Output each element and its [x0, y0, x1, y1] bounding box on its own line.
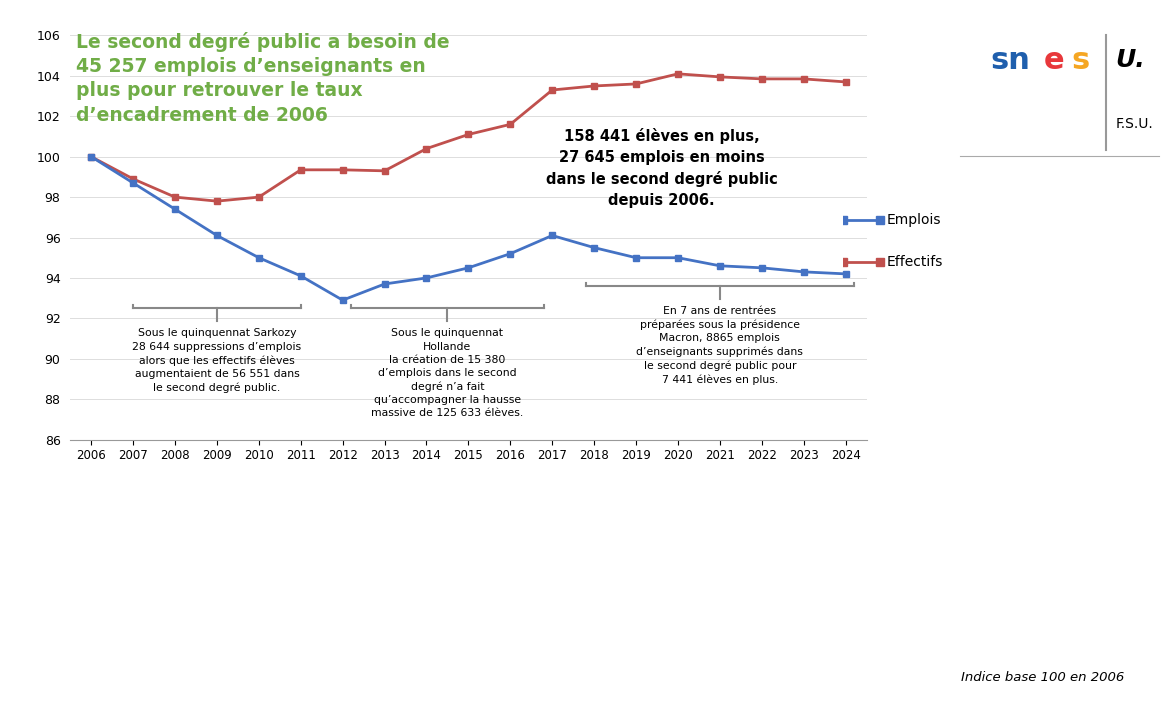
Emplois — [84, 152, 98, 161]
Text: En 7 ans de rentrées
préparées sous la présidence
Macron, 8865 emplois
d’enseign: En 7 ans de rentrées préparées sous la p… — [636, 306, 803, 385]
Effectifs — [336, 166, 350, 174]
Emplois — [713, 262, 727, 270]
Text: Emplois: Emplois — [888, 213, 941, 227]
Effectifs — [546, 86, 560, 94]
Emplois — [629, 253, 643, 262]
Text: U.: U. — [1116, 48, 1145, 72]
Emplois — [210, 231, 224, 240]
Effectifs — [126, 174, 141, 183]
Effectifs — [294, 166, 308, 174]
Effectifs — [504, 120, 518, 128]
Text: e: e — [1043, 46, 1064, 74]
Emplois — [126, 179, 141, 187]
Text: sn: sn — [989, 46, 1030, 74]
Effectifs — [461, 130, 475, 139]
Emplois — [755, 264, 769, 272]
Effectifs — [587, 82, 601, 90]
Emplois — [838, 269, 852, 278]
Text: s: s — [1071, 46, 1090, 74]
Line: Emplois: Emplois — [88, 153, 849, 303]
Text: Sous le quinquennat Sarkozy
28 644 suppressions d’emplois
alors que les effectif: Sous le quinquennat Sarkozy 28 644 suppr… — [132, 328, 301, 393]
Emplois — [252, 253, 266, 262]
Text: Indice base 100 en 2006: Indice base 100 en 2006 — [961, 671, 1124, 684]
Emplois — [461, 264, 475, 272]
Effectifs — [167, 193, 182, 201]
Text: 158 441 élèves en plus,
27 645 emplois en moins
dans le second degré public
depu: 158 441 élèves en plus, 27 645 emplois e… — [546, 128, 778, 208]
Text: Effectifs: Effectifs — [888, 255, 944, 269]
Line: Effectifs: Effectifs — [88, 70, 849, 205]
Effectifs — [713, 72, 727, 81]
Emplois — [504, 250, 518, 258]
Effectifs — [377, 167, 391, 175]
Effectifs — [210, 197, 224, 206]
Emplois — [587, 243, 601, 252]
Effectifs — [838, 78, 852, 86]
Emplois — [377, 280, 391, 289]
Emplois — [336, 296, 350, 304]
Effectifs — [796, 74, 810, 83]
Effectifs — [84, 152, 98, 161]
Emplois — [294, 272, 308, 280]
Text: Le second degré public a besoin de
45 257 emplois d’enseignants en
plus pour ret: Le second degré public a besoin de 45 25… — [76, 32, 450, 125]
Emplois — [546, 231, 560, 240]
Text: F.S.U.: F.S.U. — [1116, 117, 1153, 131]
Text: Sous le quinquennat
Hollande
la création de 15 380
d’emplois dans le second
degr: Sous le quinquennat Hollande la création… — [371, 328, 523, 418]
Effectifs — [419, 145, 433, 153]
Emplois — [796, 267, 810, 276]
Effectifs — [252, 193, 266, 201]
Emplois — [419, 274, 433, 282]
Effectifs — [755, 74, 769, 83]
Effectifs — [629, 79, 643, 88]
Emplois — [671, 253, 685, 262]
Effectifs — [671, 69, 685, 78]
Emplois — [167, 205, 182, 213]
